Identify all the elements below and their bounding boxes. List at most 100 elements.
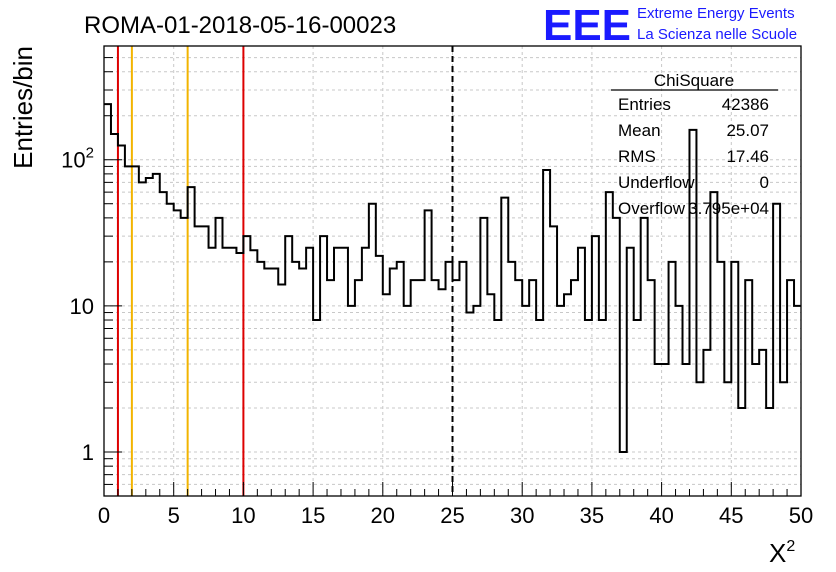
- x-tick-label: 40: [649, 503, 673, 528]
- histogram-bin: [648, 280, 655, 496]
- histogram-bin: [592, 236, 599, 496]
- histogram-bin: [118, 146, 125, 496]
- histogram-bin: [459, 262, 466, 496]
- histogram-bin: [348, 306, 355, 496]
- histogram-bin: [655, 364, 662, 496]
- histogram-bin: [703, 350, 710, 496]
- histogram-bin: [376, 256, 383, 496]
- histogram-bin: [188, 187, 195, 496]
- histogram-bin: [285, 236, 292, 496]
- stats-row-label: Entries: [618, 95, 671, 114]
- histogram-bin: [752, 364, 759, 496]
- histogram-bin: [794, 306, 801, 496]
- histogram-bin: [571, 280, 578, 496]
- marker-layer: [116, 46, 454, 496]
- histogram-bin: [780, 382, 787, 496]
- x-tick-label: 5: [168, 503, 180, 528]
- stats-row-label: Mean: [618, 121, 661, 140]
- histogram-bin: [125, 166, 132, 496]
- histogram-bin: [355, 280, 362, 496]
- histogram-bin: [111, 134, 118, 496]
- histogram-bin: [139, 182, 146, 496]
- histogram-bin: [696, 382, 703, 496]
- histogram-bin: [292, 262, 299, 496]
- histogram-bin: [250, 250, 257, 496]
- histogram-bin: [264, 269, 271, 496]
- x-tick-label: 0: [98, 503, 110, 528]
- histogram-bin: [397, 262, 404, 496]
- stats-box-title: ChiSquare: [654, 71, 734, 90]
- histogram-bin: [641, 218, 648, 496]
- stats-row-value: 17.46: [726, 147, 769, 166]
- histogram-bin: [418, 280, 425, 496]
- logo-line-1: Extreme Energy Events: [637, 5, 795, 22]
- histogram-bin: [432, 280, 439, 496]
- histogram-bin: [160, 192, 167, 496]
- histogram-bin: [606, 192, 613, 496]
- histogram-bin: [446, 262, 453, 496]
- histogram-bin: [634, 320, 641, 496]
- histogram-bin: [717, 262, 724, 496]
- histogram-bin: [585, 320, 592, 496]
- histogram-bin: [216, 218, 223, 496]
- histogram-bin: [766, 408, 773, 496]
- histogram-bin: [669, 262, 676, 496]
- histogram-bin: [411, 280, 418, 496]
- x-tick-label: 50: [789, 503, 813, 528]
- x-tick-label: 45: [719, 503, 743, 528]
- y-tick-label: 1: [82, 440, 94, 465]
- x-tick-label: 35: [580, 503, 604, 528]
- histogram-bin: [466, 313, 473, 496]
- histogram-bin: [773, 204, 780, 496]
- histogram-bin: [787, 280, 794, 496]
- histogram-bin: [257, 262, 264, 496]
- x-tick-label: 10: [231, 503, 255, 528]
- y-tick-label: 10: [70, 294, 94, 319]
- stats-row-value: 25.07: [726, 121, 769, 140]
- x-axis-label: X2: [769, 538, 795, 568]
- y-tick-label-exponent: 2: [86, 145, 94, 162]
- histogram-bin: [299, 269, 306, 496]
- histogram-bin: [501, 198, 508, 496]
- histogram-bin: [731, 262, 738, 496]
- histogram-bin: [439, 289, 446, 496]
- histogram-bin: [425, 210, 432, 496]
- histogram-bin: [174, 210, 181, 496]
- x-axis-label-base: X: [769, 538, 786, 568]
- stats-row-label: Underflow: [618, 173, 695, 192]
- grid-layer: [104, 46, 801, 496]
- chart-title: ROMA-01-2018-05-16-00023: [84, 12, 396, 39]
- x-tick-label: 20: [371, 503, 395, 528]
- histogram-bin: [202, 226, 209, 496]
- x-axis-label-superscript: 2: [786, 538, 795, 555]
- histogram-bin: [480, 218, 487, 496]
- histogram-bin: [738, 408, 745, 496]
- histogram-bin: [369, 204, 376, 496]
- histogram-bin: [683, 364, 690, 496]
- x-tick-label: 25: [440, 503, 464, 528]
- y-tick-label-base: 10: [61, 148, 85, 173]
- histogram-bin: [613, 218, 620, 496]
- histogram-bin: [543, 170, 550, 496]
- histogram-bin: [508, 262, 515, 496]
- logo-line-2: La Scienza nelle Scuole: [637, 26, 797, 43]
- histogram-bin: [362, 248, 369, 496]
- histogram-bin: [564, 294, 571, 496]
- eee-logo-mark: EEE: [543, 1, 631, 50]
- histogram-bin: [341, 248, 348, 496]
- histogram-bin: [383, 294, 390, 496]
- histogram-bin: [627, 248, 634, 496]
- stats-row-label: Overflow: [618, 199, 686, 218]
- histogram-bin: [132, 166, 139, 496]
- histogram-bin: [243, 236, 250, 496]
- stats-rows: Entries 42386 Mean 25.07 RMS 17.46 Underflow 0 O…: [618, 95, 769, 218]
- histogram-bin: [146, 178, 153, 496]
- histogram-bin: [473, 306, 480, 496]
- histogram-bin: [209, 248, 216, 496]
- histogram-bin: [236, 253, 243, 496]
- histogram-bin: [404, 306, 411, 496]
- histogram-bin: [515, 280, 522, 496]
- histogram-bin: [487, 294, 494, 496]
